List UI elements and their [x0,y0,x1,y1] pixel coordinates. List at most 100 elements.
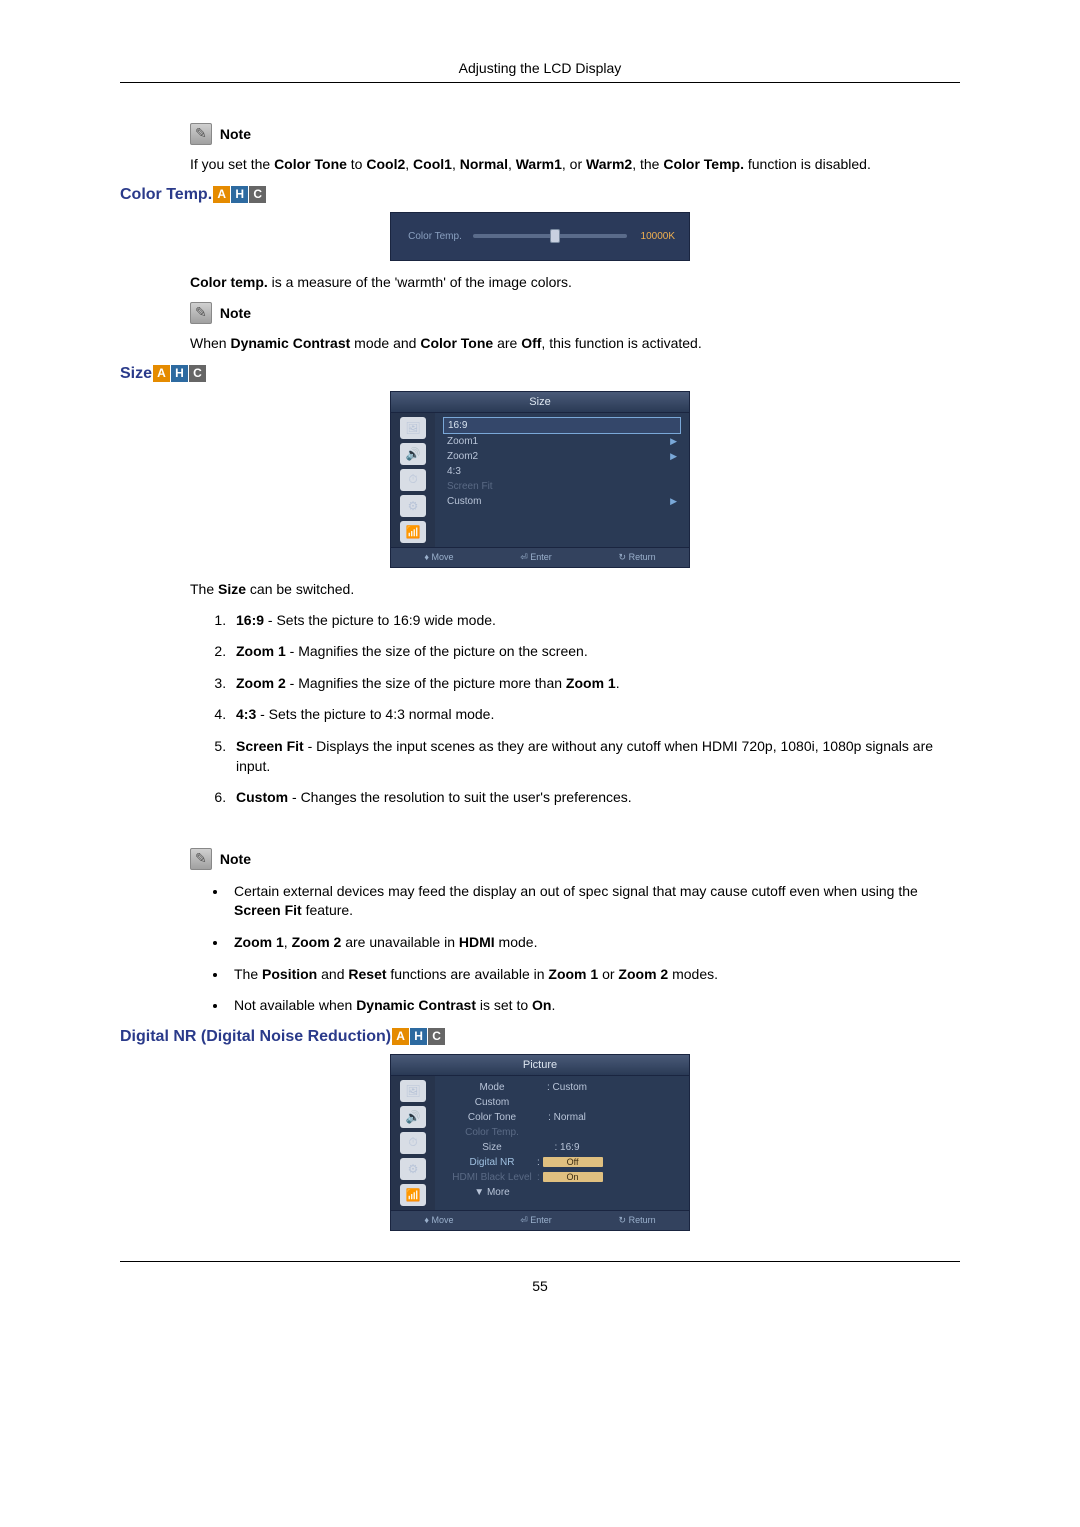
move-icon: ♦ [424,1215,429,1225]
osd-list: 16:9 Zoom1▶ Zoom2▶ 4:3 Screen Fit Custom… [435,413,689,547]
bold: Zoom 1 [236,643,286,659]
text: , the [632,156,663,172]
picture-icon: 🖼 [400,1080,426,1102]
osd-footer-move: ♦ Move [424,552,453,563]
text: Enter [530,552,552,562]
timer-icon: ⏱ [400,469,426,491]
badge-c: C [428,1028,445,1045]
bold: Warm2 [586,156,632,172]
note-label: Note [220,851,251,867]
badge-h: H [231,186,248,203]
size-osd: Size 🖼 🔊 ⏱ ⚙ 📶 16:9 Zoom1▶ Zoom2▶ 4:3 Sc… [390,391,690,568]
osd-body: 🖼 🔊 ⏱ ⚙ 📶 16:9 Zoom1▶ Zoom2▶ 4:3 Screen … [391,413,689,547]
text: Certain external devices may feed the di… [234,883,918,899]
osd-key: ▼ More [447,1187,537,1198]
page-number: 55 [120,1261,960,1294]
text: Not available when [234,997,356,1013]
text: mode. [495,934,538,950]
text: feature. [302,902,353,918]
osd-footer: ♦ Move ⏎ Enter ↻ Return [391,547,689,567]
osd-row-more: ▼ More [443,1185,681,1200]
bold: Zoom 2 [292,934,342,950]
bold: Zoom 1 [548,966,598,982]
osd-item-zoom1: Zoom1▶ [443,434,681,449]
enter-icon: ⏎ [520,1215,528,1225]
osd-item-custom: Custom▶ [443,494,681,509]
text: - Displays the input scenes as they are … [236,738,933,774]
osd-row-custom: Custom [443,1095,681,1110]
badge-h: H [171,365,188,382]
page-header: Adjusting the LCD Display [120,60,960,83]
move-icon: ♦ [424,552,429,562]
section-digital-nr: Digital NR (Digital Noise Reduction)AHC [120,1028,960,1046]
osd-item-label: 16:9 [448,420,467,431]
ct-row: Color Temp. 10000K [405,231,675,242]
ct-value: 10000K [635,231,675,242]
color-tone-note-text: If you set the Color Tone to Cool2, Cool… [190,155,960,174]
bold: Custom [236,789,288,805]
chevron-right-icon: ▶ [670,451,677,462]
osd-row-mode: Mode: Custom [443,1080,681,1095]
text: is a measure of the 'warmth' of the imag… [268,274,572,290]
bold: Dynamic Contrast [356,997,476,1013]
text: Return [629,552,656,562]
osd-item-label: Custom [447,496,481,507]
osd-row-digitalnr: Digital NR: Off [443,1155,681,1170]
osd-footer-return: ↻ Return [619,552,656,563]
signal-icon: 📶 [400,521,426,543]
text: , [405,156,413,172]
osd-item-screenfit: Screen Fit [443,479,681,494]
text: , [284,934,292,950]
bold: Cool2 [366,156,405,172]
size-osd-image: Size 🖼 🔊 ⏱ ⚙ 📶 16:9 Zoom1▶ Zoom2▶ 4:3 Sc… [120,391,960,568]
osd-key: Color Tone [447,1112,537,1123]
setup-icon: ⚙ [400,1158,426,1180]
list-item: 4:3 - Sets the picture to 4:3 normal mod… [230,705,960,725]
bold: Dynamic Contrast [230,335,350,351]
osd-sidebar: 🖼 🔊 ⏱ ⚙ 📶 [391,1076,435,1210]
osd-val: : Off [537,1157,603,1168]
osd-item-zoom2: Zoom2▶ [443,449,681,464]
osd-val: : On [537,1172,603,1183]
text: and [317,966,348,982]
bold: On [532,997,551,1013]
text: Enter [530,1215,552,1225]
bold: HDMI [459,934,495,950]
osd-row-size: Size: 16:9 [443,1140,681,1155]
bold: Cool1 [413,156,452,172]
text: , or [562,156,586,172]
section-color-temp: Color Temp.AHC [120,186,960,204]
text: , this function is activated. [541,335,701,351]
note-block: Note [190,123,960,145]
bold: Warm1 [516,156,562,172]
osd-val-highlight: On [543,1172,603,1182]
text: - Magnifies the size of the picture more… [286,675,566,691]
osd-footer: ♦ Move ⏎ Enter ↻ Return [391,1210,689,1230]
section-title: Size [120,365,152,382]
text: . [616,675,620,691]
osd-key: Color Temp. [447,1127,537,1138]
text: or [598,966,618,982]
text: - Sets the picture to 4:3 normal mode. [256,706,494,722]
text: modes. [668,966,718,982]
bold: Screen Fit [236,738,304,754]
size-notes-list: Certain external devices may feed the di… [210,882,960,1016]
color-temp-desc: Color temp. is a measure of the 'warmth'… [190,273,960,292]
size-mode-list: 16:9 - Sets the picture to 16:9 wide mod… [210,611,960,808]
osd-key: Digital NR [447,1157,537,1168]
text: Move [431,1215,453,1225]
osd-footer-enter: ⏎ Enter [520,1215,552,1226]
badge-a: A [213,186,230,203]
color-temp-note-text: When Dynamic Contrast mode and Color Ton… [190,334,960,353]
bold: Color Temp. [663,156,744,172]
list-item: Certain external devices may feed the di… [228,882,960,921]
osd-item-4-3: 4:3 [443,464,681,479]
text: - Changes the resolution to suit the use… [288,789,632,805]
bold: Off [521,335,541,351]
text: The [234,966,262,982]
osd-title: Picture [391,1055,689,1076]
osd-key: HDMI Black Level [447,1172,537,1183]
osd-item-16-9: 16:9 [443,417,681,434]
size-desc: The Size can be switched. [190,580,960,599]
list-item: Zoom 1, Zoom 2 are unavailable in HDMI m… [228,933,960,953]
